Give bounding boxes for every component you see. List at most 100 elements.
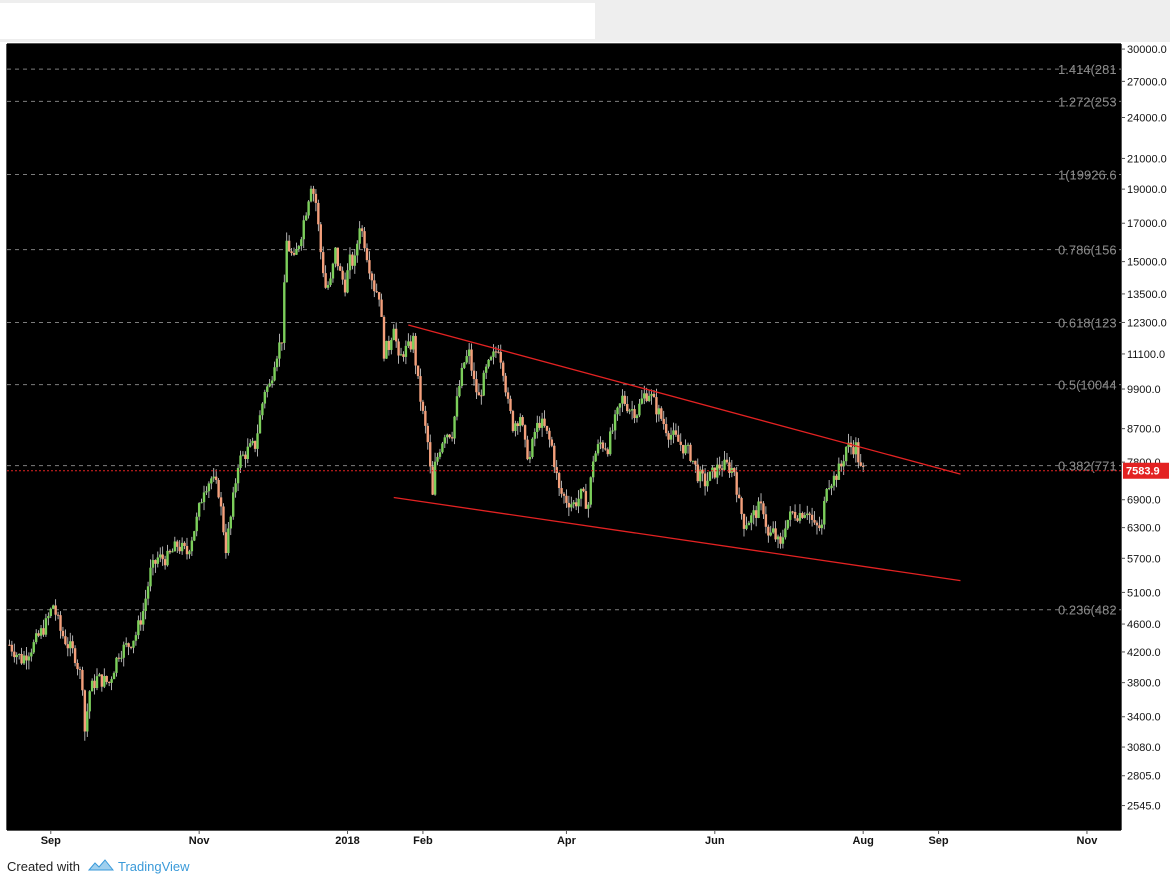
candle-body <box>319 224 322 253</box>
candle-body <box>796 518 799 521</box>
candle-body <box>813 519 816 523</box>
candle-body <box>650 393 653 396</box>
candle-body <box>144 598 147 612</box>
candle-body <box>789 511 792 520</box>
candle-body <box>553 445 556 468</box>
candle-body <box>171 551 174 553</box>
chart-plot-area[interactable] <box>7 44 1121 830</box>
candle-body <box>429 442 432 467</box>
candle-body <box>861 465 865 467</box>
price-tick-label: 19000.0 <box>1127 184 1167 196</box>
candle-body <box>34 633 38 643</box>
candle-body <box>643 393 646 399</box>
candle-body <box>365 248 369 261</box>
candle-body <box>818 525 821 529</box>
price-tick-label: 27000.0 <box>1127 76 1167 88</box>
candle-body <box>638 403 641 416</box>
candle-body <box>803 515 806 518</box>
candle-body <box>830 485 833 488</box>
candle-body <box>280 342 284 344</box>
candle-body <box>324 273 327 288</box>
candle-body <box>677 434 680 442</box>
price-chart[interactable]: 1.414(281 1.272(253 1(19926.6 0.786(156 0.61… <box>0 42 1170 855</box>
candle-body <box>475 379 478 393</box>
candle-body <box>664 424 668 434</box>
candle-body <box>443 437 447 444</box>
candle-body <box>222 506 225 533</box>
candle-body <box>762 503 765 515</box>
candle-body <box>212 476 215 479</box>
price-tick-label: 24000.0 <box>1127 112 1167 124</box>
price-axis[interactable]: 30000.0 27000.0 24000.0 21000.0 19000.0 17000… <box>1121 42 1170 855</box>
candle-body <box>300 239 303 247</box>
symbol-search-box[interactable] <box>0 3 595 39</box>
candle-body <box>740 498 743 515</box>
candle-body <box>331 263 335 279</box>
time-axis[interactable]: Sep Nov 2018 Feb Apr Jun Aug Sep Nov <box>0 43 1170 856</box>
candle-body <box>577 498 580 507</box>
candle-body <box>193 531 196 541</box>
candle-body <box>477 392 481 396</box>
candle-body <box>52 605 55 609</box>
candle-body <box>424 410 427 426</box>
trend-lines[interactable] <box>393 324 961 582</box>
candle-body <box>151 560 155 568</box>
candle-body <box>137 620 140 636</box>
candle-body <box>134 635 138 641</box>
candle-body <box>852 447 855 455</box>
candle-body <box>574 502 578 507</box>
candle-body <box>54 605 57 615</box>
candle-body <box>188 551 191 555</box>
candle-body <box>30 652 33 657</box>
candle-body <box>776 536 780 540</box>
candle-body <box>723 459 726 470</box>
candle-body <box>166 550 169 566</box>
candle-body <box>504 375 507 393</box>
candle-body <box>295 249 298 255</box>
candle-body <box>202 492 206 503</box>
candle-body <box>20 654 23 664</box>
candle-body <box>669 434 673 440</box>
candle-body <box>718 464 721 469</box>
candle-body <box>596 444 600 454</box>
candle-body <box>531 438 534 458</box>
candle-body <box>582 488 585 492</box>
candle-body <box>825 489 828 501</box>
candle-body <box>526 439 529 460</box>
candle-body <box>307 201 310 216</box>
candle-body <box>545 425 549 431</box>
candle-body <box>810 514 814 520</box>
candle-body <box>684 445 687 454</box>
candle-body <box>550 439 554 446</box>
candle-body <box>703 473 707 487</box>
candle-body <box>309 188 313 202</box>
candle-body <box>618 403 622 408</box>
candle-body <box>256 433 259 449</box>
candle-body <box>560 488 563 494</box>
candle-body <box>100 674 104 687</box>
candle-body <box>244 454 247 459</box>
candle-body <box>516 423 519 426</box>
candle-body <box>708 471 712 481</box>
price-tick-label: 8700.0 <box>1127 424 1161 436</box>
time-tick-label: Sep <box>41 835 61 847</box>
candle-body <box>368 260 371 274</box>
trend-line-upper[interactable] <box>408 324 961 475</box>
price-tick-label: 3800.0 <box>1127 678 1161 690</box>
price-tick-label: 2805.0 <box>1127 771 1161 783</box>
candle-body <box>317 202 320 225</box>
candle-body <box>314 193 318 203</box>
candle-body <box>56 614 60 616</box>
candle-body <box>44 618 48 635</box>
candle-body <box>49 608 52 617</box>
candle-body <box>66 644 70 649</box>
candle-body <box>124 643 128 645</box>
candle-body <box>499 352 502 363</box>
candle-body <box>78 669 82 671</box>
trend-line-lower[interactable] <box>393 496 961 582</box>
candle-body <box>759 501 763 504</box>
candle-body <box>105 676 108 682</box>
price-tick-label: 3080.0 <box>1127 742 1161 754</box>
candle-body <box>322 252 325 274</box>
tradingview-brand-link[interactable]: TradingView <box>118 859 190 874</box>
